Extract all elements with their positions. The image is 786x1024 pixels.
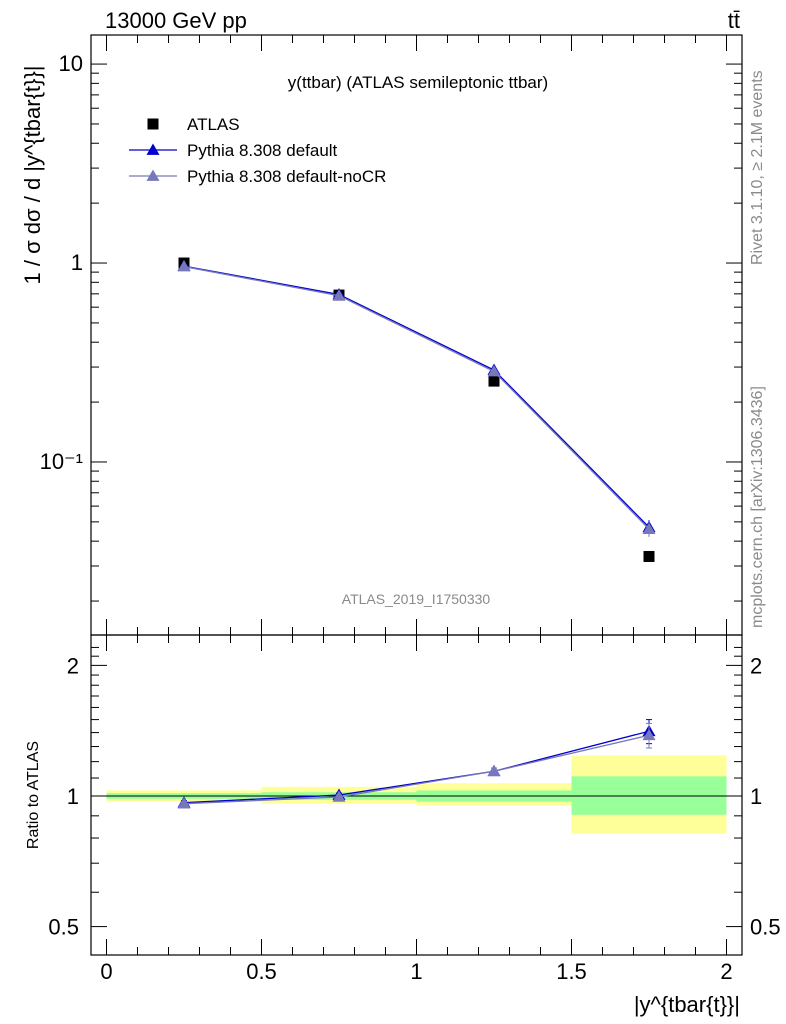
legend-marker-atlas <box>147 118 159 130</box>
ratio-data-point <box>487 764 501 777</box>
x-tick-label: 1.5 <box>556 959 587 984</box>
ratio-series-line <box>183 734 650 805</box>
x-tick-label: 0 <box>100 959 112 984</box>
ratio-y-tick-label-right: 2 <box>750 653 762 678</box>
legend: ATLAS Pythia 8.308 default Pythia 8.308 de… <box>129 115 386 186</box>
atlas-data-point <box>488 375 500 387</box>
main-y-tick-label: 10⁻¹ <box>40 449 83 474</box>
mc-data-point <box>642 522 656 534</box>
energy-label: 13000 GeV pp <box>105 8 247 33</box>
ratio-y-tick-label-right: 1 <box>750 784 762 809</box>
ratio-data-point <box>332 790 346 802</box>
mc-data-point <box>177 260 191 272</box>
chart-title: y(ttbar) (ATLAS semileptonic ttbar) <box>288 73 548 92</box>
atlas-data-point <box>643 550 655 562</box>
ratio-series-line <box>183 730 650 804</box>
rivet-version-label: Rivet 3.1.10, ≥ 2.1M events <box>749 70 766 265</box>
legend-entry-label: Pythia 8.308 default-noCR <box>187 167 386 186</box>
x-tick-label: 2 <box>720 959 732 984</box>
ratio-data-point <box>177 797 191 809</box>
x-axis-label: |y^{tbar{t}}| <box>634 992 740 1017</box>
legend-entry-label: ATLAS <box>187 115 240 134</box>
legend-entry-label: Pythia 8.308 default <box>187 141 338 160</box>
main-y-axis-label: 1 / σ dσ / d |y^{tbar{t}}| <box>20 66 45 285</box>
legend-marker-mc <box>146 169 160 181</box>
ratio-y-tick-label-left: 1 <box>67 784 79 809</box>
main-y-tick-label: 10 <box>59 51 83 76</box>
x-tick-label: 1 <box>410 959 422 984</box>
ratio-y-tick-label-left: 2 <box>67 653 79 678</box>
ratio-y-axis-label: Ratio to ATLAS <box>25 741 42 849</box>
main-panel: 10 1 10⁻¹ <box>40 34 743 636</box>
mc-data-point <box>332 289 346 301</box>
ratio-panel: 2 2 1 1 0.5 0.5 0 0.5 1 1.5 2 <box>48 634 781 984</box>
mc-series-line <box>183 265 650 530</box>
source-label: mcplots.cern.ch [arXiv:1306.3436] <box>749 386 766 628</box>
analysis-watermark: ATLAS_2019_I1750330 <box>342 591 491 607</box>
x-tick-label: 0.5 <box>246 959 277 984</box>
mc-data-point <box>487 364 501 377</box>
main-y-tick-label: 1 <box>71 250 83 275</box>
ratio-data-point <box>642 728 656 741</box>
mc-series-line <box>183 265 650 528</box>
process-label: tt̄ <box>728 8 740 33</box>
ratio-y-tick-label-right: 0.5 <box>750 915 781 940</box>
legend-marker-mc <box>146 143 160 155</box>
ratio-y-tick-label-left: 0.5 <box>48 915 79 940</box>
